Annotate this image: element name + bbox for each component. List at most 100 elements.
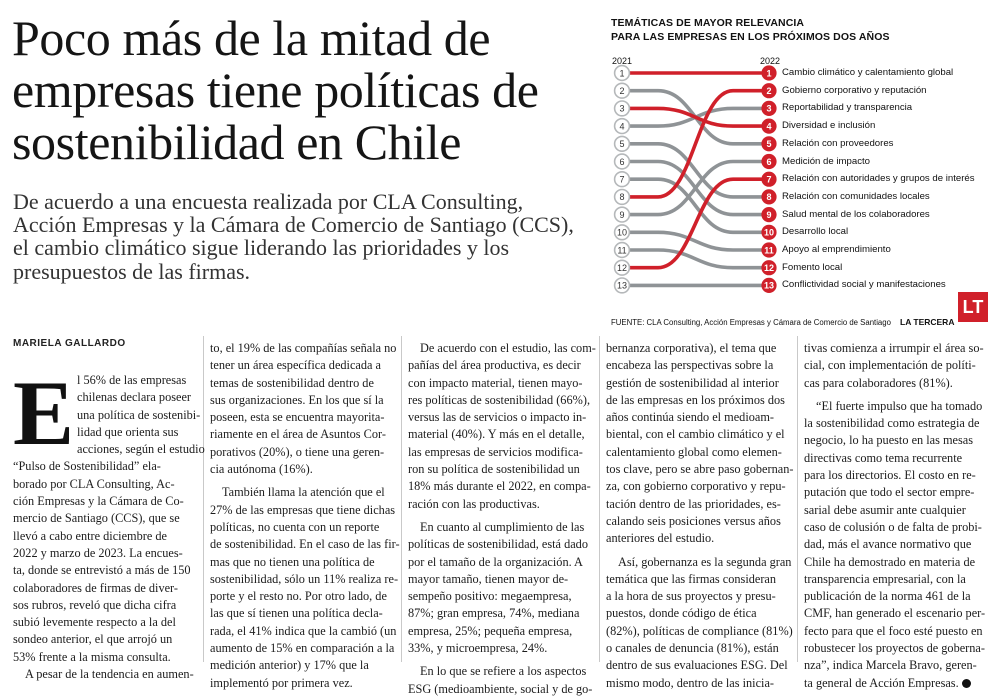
text-line: bernanza corporativa), el tema que — [606, 341, 777, 355]
text-line: subió levemente respecto a la del — [13, 615, 176, 630]
subhead-line: presupuestos de las firmas. — [13, 258, 251, 284]
rank-2022-bubble — [761, 136, 777, 152]
text-line: 18% más durante el 2022, en compa- — [408, 479, 591, 494]
text-line: anteriores del estudio. — [606, 531, 715, 546]
rank-2022-number: 13 — [764, 281, 774, 291]
text-line: 27% de las empresas que tiene dichas — [210, 502, 396, 517]
text-line: “El fuerte impulso que ha tomado — [816, 398, 983, 413]
text-line: También llama la atención que el — [222, 485, 385, 500]
text-line: za, con gobierno corporativo y repu- — [606, 479, 786, 494]
text-line: ta general de Acción Empresas. — [804, 675, 992, 692]
text-line: colaboradores de firmas de diver- — [13, 580, 179, 595]
rank-2021-bubble — [613, 241, 631, 259]
text-line: cia autónoma (16%). — [210, 462, 313, 477]
text-line: mayor tamaño, tienen mayor de- — [408, 571, 569, 586]
text-line: temática que las firmas consideran — [606, 571, 777, 586]
rank-2021-bubble — [613, 277, 631, 294]
text-line: ron su política de sostenibilidad un — [408, 462, 580, 477]
headline: Poco más de la mitad de empresas tiene p… — [12, 12, 602, 168]
text-line: con impacto material, tienen mayo- — [408, 375, 583, 390]
rank-2022-number: 3 — [766, 104, 771, 114]
text-line: sostenibilidad, sólo un 11% realiza re- — [210, 571, 399, 586]
rank-2022-bubble — [761, 277, 777, 293]
subhead-line: el cambio climático sigue liderando las … — [13, 235, 510, 261]
text-line: pañías del área productiva, es decir — [408, 358, 581, 373]
trend-line — [628, 159, 763, 217]
rank-2022-number: 7 — [766, 175, 771, 185]
rank-2021-bubble — [613, 171, 631, 188]
text-line: sondeo anterior, el que arrojó un — [13, 632, 173, 647]
year-2022-label: 2022 — [760, 56, 781, 66]
text-line: CMF, han generado el escenario per- — [804, 606, 986, 621]
text-line: por el tamaño de la organización. A — [408, 554, 583, 569]
text-line: puestos, donde código de ética — [606, 606, 757, 621]
text-line: mas que no tienen una política de — [210, 554, 375, 569]
rank-2021-bubble — [613, 100, 631, 117]
rank-2021-bubble — [613, 64, 631, 82]
text-line: medición anterior) y 17% que la — [210, 658, 369, 673]
text-line: versus las de servicios o impacto in- — [408, 410, 587, 425]
rank-2022-number: 12 — [764, 263, 774, 273]
text-line: a la hora de sus proyectos y presu- — [606, 589, 776, 604]
trend-line — [628, 248, 763, 270]
text-line: borado por CLA Consulting, Ac- — [13, 476, 175, 491]
text-line: llevó a cabo entre diciembre de — [13, 528, 167, 543]
text-line: las que sí tienen una política decla- — [210, 606, 383, 621]
topic-label: Relación con autoridades y grupos de int… — [782, 173, 975, 185]
rank-2021-number: 9 — [619, 210, 624, 220]
text-line: mismo modo, dentro de las inicia- — [606, 675, 775, 690]
text-line: aumento de 15% en comparación a la — [210, 641, 395, 656]
text-line: gestión de sostenibilidad al interior — [606, 375, 779, 390]
text-line: publicación de la norma 461 de la — [804, 589, 971, 604]
topic-label: Desarrollo local — [782, 226, 849, 238]
text-line: directivas como tema recurrente — [804, 450, 963, 465]
text-line: ración con las productivas. — [408, 496, 540, 511]
text-line: tener un área específica dedicada a — [210, 358, 382, 373]
rank-2021-number: 8 — [619, 192, 624, 202]
text-line: cial, con implementación de políti- — [804, 358, 976, 373]
text-line: una política de sostenibi- — [77, 407, 201, 422]
text-line: poseen, esta se encuentra mayorita- — [210, 410, 385, 425]
text-line: caso de colusión o de falta de probi- — [804, 519, 982, 534]
rank-2021-bubble — [613, 82, 631, 99]
headline-line: empresas tiene políticas de — [12, 62, 539, 118]
rank-2021-number: 12 — [617, 263, 627, 273]
text-line: la sostenibilidad como estrategia de — [804, 416, 980, 431]
text-line: chilenas declara poseer — [77, 390, 192, 405]
text-line: tación dentro de las prioridades, es- — [606, 496, 781, 511]
rank-2022-number: 5 — [766, 139, 771, 149]
topic-label: Reportabilidad y transparencia — [782, 102, 913, 114]
text-line: ESG (medioambiente, social y de go- — [408, 681, 593, 696]
column-divider — [797, 336, 798, 662]
rank-2022-number: 9 — [766, 210, 771, 220]
topic-label: Salud mental de los colaboradores — [782, 208, 930, 220]
text-line: empresa, 25%; pequeña empresa, — [408, 623, 573, 638]
text-line: nza”, indica Marcela Bravo, geren- — [804, 658, 977, 673]
headline-line: sostenibilidad en Chile — [12, 114, 462, 170]
text-line: Así, gobernanza es la segunda gran — [618, 554, 792, 569]
rank-2021-number: 10 — [617, 228, 627, 238]
text-line: dad, más el avance normativo que — [804, 537, 972, 552]
rank-2022-bubble — [761, 100, 777, 116]
rank-2022-bubble — [761, 189, 777, 205]
column-divider — [401, 336, 402, 662]
rank-2022-number: 10 — [764, 228, 774, 238]
rank-2021-number: 6 — [619, 157, 624, 167]
infographic: TEMÁTICAS DE MAYOR RELEVANCIA PARA LAS E… — [608, 10, 994, 330]
trend-line — [628, 88, 763, 199]
text-line: material (40%). Y más en el detalle, — [408, 427, 585, 442]
source-note: FUENTE: CLA Consulting, Acción Empresas … — [611, 318, 891, 327]
text-line: En cuanto al cumplimiento de las — [420, 519, 585, 534]
text-line: 2022 y marzo de 2023. La encues- — [13, 545, 183, 560]
trend-line — [628, 177, 763, 235]
text-line: ta, donde se entrevistó a más de 150 — [13, 563, 191, 578]
rank-2022-bubble — [761, 118, 777, 134]
text-line: mercio de Santiago (CCS), que se — [13, 511, 180, 526]
trend-line — [628, 142, 763, 199]
rank-2021-number: 1 — [619, 68, 624, 78]
topic-label: Fomento local — [782, 261, 843, 273]
rank-2022-bubble — [761, 153, 777, 170]
subhead-line: Acción Empresas y la Cámara de Comercio … — [13, 212, 574, 238]
text-line: las empresas de servicios modifica- — [408, 444, 583, 459]
rank-2022-number: 6 — [766, 157, 771, 167]
